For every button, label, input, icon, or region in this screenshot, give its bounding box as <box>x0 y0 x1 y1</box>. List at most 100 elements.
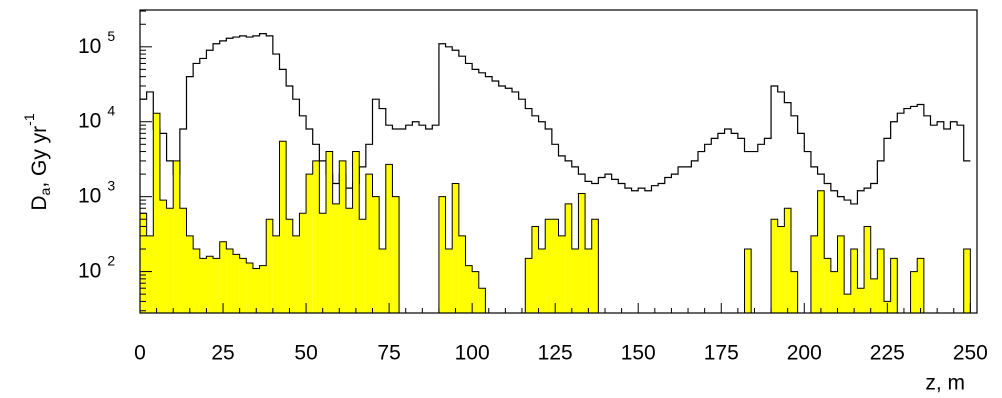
histogram-bar <box>272 235 280 313</box>
y-label-part: D <box>28 195 51 210</box>
y-tick-label: 10 5 <box>78 28 115 58</box>
y-label-part: , Gy yr <box>28 126 51 188</box>
histogram-bar <box>286 219 293 313</box>
histogram-bar <box>571 249 579 313</box>
histogram-bar <box>910 271 918 313</box>
x-tick-label: 100 <box>455 342 490 365</box>
histogram-bar <box>452 183 459 313</box>
histogram-bar <box>857 288 865 313</box>
histogram-bar <box>963 249 971 313</box>
step-line <box>140 33 971 205</box>
histogram-bar <box>824 258 831 313</box>
histogram-bar <box>585 249 592 313</box>
y-tick-exponent: 5 <box>107 28 115 44</box>
histogram-bar <box>917 258 924 313</box>
histogram-bar <box>365 174 373 313</box>
histogram-bar <box>292 235 300 313</box>
histogram-bar <box>551 219 559 313</box>
histogram-bar <box>844 294 851 313</box>
y-tick-base: 10 <box>78 109 101 132</box>
histogram-bar <box>319 213 326 313</box>
histogram-bar <box>771 219 778 313</box>
histogram-bar <box>226 249 233 313</box>
histogram-bar <box>259 265 267 313</box>
y-tick-base: 10 <box>78 259 101 282</box>
histogram-bar <box>246 263 253 313</box>
histogram-bar <box>877 249 884 313</box>
y-tick-label: 10 4 <box>78 102 115 132</box>
histogram-bar <box>206 256 214 313</box>
histogram-bar <box>578 193 586 313</box>
histogram-bar <box>850 249 858 313</box>
x-tick-label: 0 <box>134 342 146 365</box>
histogram-bar <box>810 235 818 313</box>
histogram-bar <box>438 196 446 313</box>
histogram-bar <box>465 265 473 313</box>
y-tick-exponent: 3 <box>107 177 115 193</box>
histogram-bar <box>252 268 260 313</box>
histogram-bar <box>339 160 346 313</box>
histogram-bar <box>159 200 167 313</box>
x-tick-label: 125 <box>538 342 573 365</box>
histogram-bar <box>266 219 273 313</box>
histogram-bar <box>173 160 180 313</box>
histogram-bar <box>193 249 200 313</box>
histogram-bar <box>478 288 486 313</box>
y-axis-label: Da, Gy yr-1 <box>21 113 53 210</box>
histogram-bar <box>312 160 320 313</box>
histogram-bar <box>445 249 453 313</box>
histogram-bar <box>817 190 825 313</box>
histogram-bar <box>558 235 566 313</box>
histogram-bar <box>531 226 539 313</box>
y-tick-label: 10 2 <box>78 252 115 282</box>
histogram-bar <box>472 271 479 313</box>
histogram-bar <box>777 226 785 313</box>
y-tick-exponent: 4 <box>107 102 115 118</box>
histogram-bar <box>545 219 552 313</box>
histogram-bar <box>279 141 287 313</box>
plot-frame <box>139 9 978 314</box>
y-tick-base: 10 <box>78 34 101 57</box>
histogram-bar <box>359 219 366 313</box>
histogram-bar <box>179 208 187 313</box>
x-tick-label: 25 <box>211 342 234 365</box>
histogram-bar <box>199 258 207 313</box>
y-tick-exponent: 2 <box>107 252 115 268</box>
histogram-bar <box>146 235 154 313</box>
histogram-bar <box>591 219 599 313</box>
histogram-bar <box>213 258 220 313</box>
histogram-bar <box>299 213 307 313</box>
histogram-bar <box>219 241 227 313</box>
y-tick-base: 10 <box>78 184 101 207</box>
histogram-bar <box>565 203 572 313</box>
histogram-bar <box>458 235 466 313</box>
x-axis-label: z, m <box>925 372 965 395</box>
histogram-bar <box>870 278 878 313</box>
histogram-bar <box>233 254 240 313</box>
histogram-bar <box>538 249 546 313</box>
histogram-bar <box>837 235 845 313</box>
histogram-bar <box>385 164 393 313</box>
histogram-bar <box>140 213 147 313</box>
histogram-bar <box>864 226 871 313</box>
histogram-bar <box>345 208 353 313</box>
y-tick-label: 10 3 <box>78 177 115 207</box>
x-tick-label: 175 <box>704 342 739 365</box>
histogram-bar <box>239 258 247 313</box>
histogram-bar <box>784 208 791 313</box>
histogram-bar <box>890 258 898 313</box>
x-tick-label: 200 <box>787 342 822 365</box>
histogram-bar <box>379 249 386 313</box>
x-tick-label: 75 <box>377 342 400 365</box>
x-tick-label: 150 <box>621 342 656 365</box>
x-tick-label: 250 <box>953 342 988 365</box>
x-tick-label: 50 <box>294 342 317 365</box>
histogram-bar <box>791 271 798 313</box>
histogram-bar <box>166 208 174 313</box>
histogram-bar <box>525 258 532 313</box>
x-tick-label: 225 <box>870 342 905 365</box>
histogram-bar <box>326 151 333 313</box>
histogram-bar <box>352 151 360 313</box>
y-label-sup: -1 <box>21 113 37 126</box>
